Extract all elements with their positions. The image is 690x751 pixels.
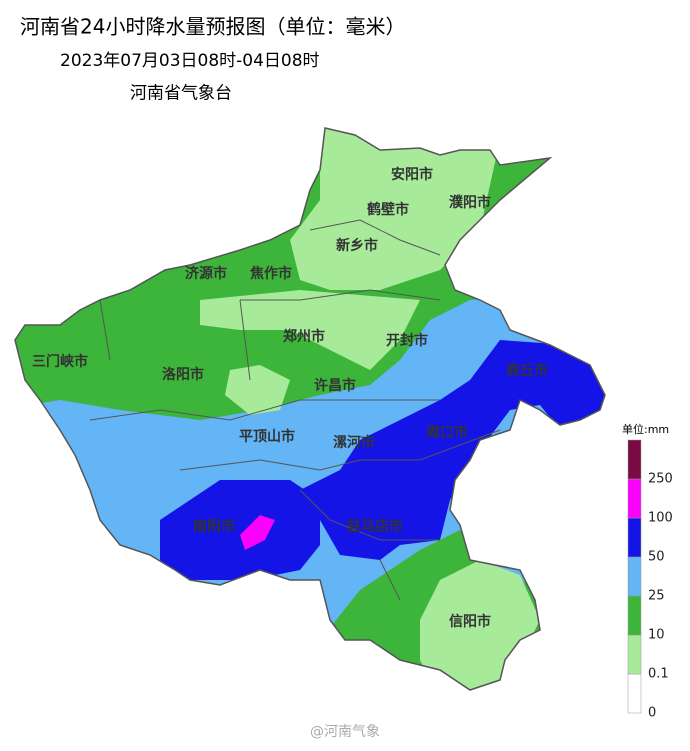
legend-swatch bbox=[627, 439, 642, 480]
legend-label: 50 bbox=[648, 550, 665, 565]
rain-area bbox=[240, 515, 275, 550]
rain-area bbox=[200, 290, 420, 370]
rain-area bbox=[290, 128, 500, 290]
watermark: @河南气象 bbox=[310, 724, 380, 740]
legend-swatch bbox=[627, 517, 642, 558]
legend-label: 0.1 bbox=[648, 667, 669, 682]
rain-area bbox=[225, 365, 290, 415]
legend-label: 0 bbox=[648, 706, 656, 721]
boundaries bbox=[14, 127, 606, 691]
city-label: 周口市 bbox=[426, 424, 468, 441]
legend: 单位:mm 0 0.1 10 25 50 100 250 bbox=[622, 422, 673, 721]
period: 2023年07月03日08时-04日08时 bbox=[60, 51, 320, 71]
city-label: 漯河市 bbox=[333, 434, 375, 451]
city-label: 洛阳市 bbox=[162, 366, 204, 383]
legend-swatch bbox=[627, 478, 642, 519]
city-label: 濮阳市 bbox=[449, 194, 491, 211]
city-label: 信阳市 bbox=[449, 613, 491, 630]
legend-label: 25 bbox=[648, 589, 665, 604]
rain-area bbox=[160, 480, 320, 580]
city-label: 新乡市 bbox=[336, 237, 378, 254]
rain-map bbox=[15, 128, 605, 690]
legend-unit: 单位:mm bbox=[622, 422, 669, 436]
city-label: 鹤壁市 bbox=[367, 201, 409, 218]
city-label: 郑州市 bbox=[283, 328, 325, 345]
legend-label: 10 bbox=[648, 628, 665, 643]
city-label: 南阳市 bbox=[193, 518, 235, 535]
legend-label: 100 bbox=[648, 511, 673, 526]
city-label: 驻马店市 bbox=[347, 518, 403, 535]
legend-swatch bbox=[627, 673, 642, 714]
city-label: 开封市 bbox=[386, 332, 428, 349]
rain-area bbox=[300, 340, 605, 560]
issuer: 河南省气象台 bbox=[130, 84, 232, 104]
city-label: 平顶山市 bbox=[239, 428, 295, 445]
title: 河南省24小时降水量预报图（单位：毫米） bbox=[20, 15, 405, 39]
city-label: 济源市 bbox=[185, 265, 227, 282]
legend-swatch bbox=[627, 595, 642, 636]
city-label: 许昌市 bbox=[314, 377, 356, 394]
legend-swatch bbox=[627, 634, 642, 675]
city-label: 安阳市 bbox=[391, 166, 433, 183]
city-label: 焦作市 bbox=[249, 265, 292, 282]
legend-label: 250 bbox=[648, 472, 673, 487]
city-label: 三门峡市 bbox=[32, 353, 88, 370]
legend-swatch bbox=[627, 556, 642, 597]
city-label: 商丘市 bbox=[506, 362, 548, 379]
